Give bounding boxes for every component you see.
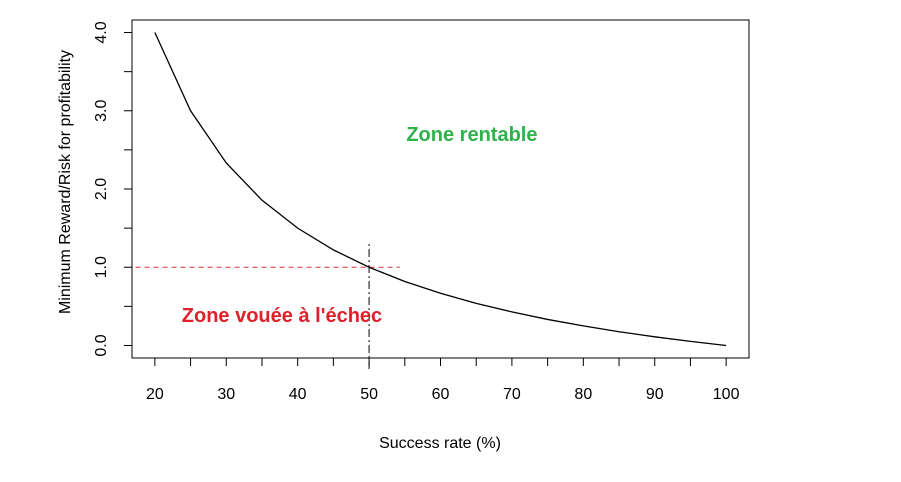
x-tick-label: 20 [146,386,164,403]
y-tick-label: 1.0 [93,256,110,278]
y-axis-title: Minimum Reward/Risk for profitability [57,50,74,314]
x-tick-label: 60 [432,386,450,403]
y-tick-label: 2.0 [93,178,110,200]
annotation: Zone vouée à l'échec [182,305,382,327]
annotation: Zone rentable [406,124,537,146]
curve [154,32,727,347]
x-tick-label: 70 [503,386,521,403]
x-axis-title: Success rate (%) [379,435,501,452]
x-tick-label: 40 [289,386,307,403]
x-tick-label: 100 [713,386,740,403]
y-tick-label: 3.0 [93,100,110,122]
x-tick-label: 50 [360,386,378,403]
x-tick-label: 90 [646,386,664,403]
y-tick-label: 0.0 [93,334,110,356]
x-tick-label: 30 [217,386,235,403]
y-tick-label: 4.0 [93,21,110,43]
x-tick-label: 80 [574,386,592,403]
